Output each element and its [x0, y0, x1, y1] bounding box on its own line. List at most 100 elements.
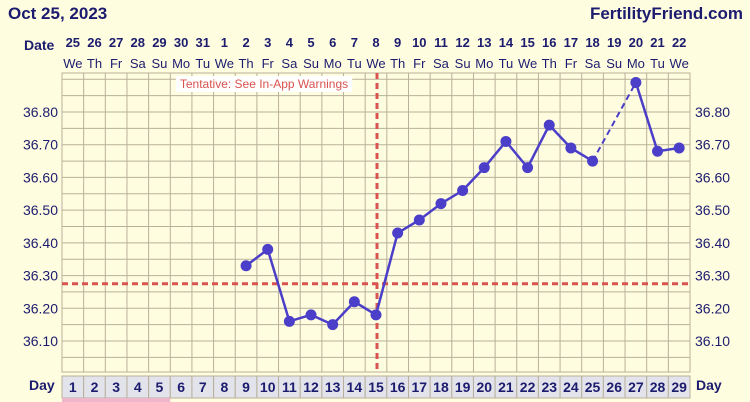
temperature-series	[240, 77, 685, 331]
menstrual-marker	[83, 398, 106, 402]
cycle-day-label: 9	[242, 379, 250, 395]
menstrual-marker	[62, 398, 84, 402]
date-label: 20	[629, 35, 643, 50]
coverline-layer	[62, 73, 690, 372]
weekday-label: Mo	[324, 56, 342, 71]
cycle-day-label: 13	[325, 379, 341, 395]
weekday-label: Sa	[585, 56, 602, 71]
date-label: 26	[87, 35, 101, 50]
cycle-day-label: 26	[606, 379, 622, 395]
cycle-day-cell	[667, 375, 691, 399]
cycle-day-label: 15	[368, 379, 384, 395]
date-label: 13	[477, 35, 491, 50]
date-label: 1	[221, 35, 228, 50]
weekday-label: Su	[455, 56, 471, 71]
weekday-label: Mo	[172, 56, 190, 71]
weekday-label: Fr	[413, 56, 426, 71]
date-label: 15	[520, 35, 534, 50]
weekday-label: Sa	[281, 56, 298, 71]
weekday-label: Su	[151, 56, 167, 71]
cycle-day-label: 11	[282, 379, 297, 395]
tentative-warning: Tentative: See In-App Warnings	[180, 77, 348, 91]
y-tick-label-left: 36.40	[23, 235, 58, 251]
date-label: 9	[394, 35, 401, 50]
weekday-label: Su	[303, 56, 319, 71]
cycle-day-label: 21	[498, 379, 514, 395]
y-tick-label-right: 36.20	[695, 300, 730, 316]
temperature-point	[240, 260, 252, 272]
date-label: 22	[672, 35, 686, 50]
weekday-label: We	[670, 56, 689, 71]
weekday-label: Tu	[499, 56, 514, 71]
date-label: 31	[196, 35, 210, 50]
date-label: 7	[351, 35, 358, 50]
date-label: 16	[542, 35, 556, 50]
cycle-day-label: 3	[112, 379, 120, 395]
y-tick-label-right: 36.70	[695, 137, 730, 153]
cycle-day-label: 27	[628, 379, 644, 395]
weekday-label: Su	[606, 56, 622, 71]
cycle-day-label: 29	[671, 379, 687, 395]
cycle-day-label: 1	[69, 379, 77, 395]
weekday-label: Th	[390, 56, 405, 71]
cycle-day-label: 5	[156, 379, 164, 395]
weekday-label: Fr	[565, 56, 578, 71]
temperature-point	[673, 142, 685, 154]
cycle-day-label: 22	[520, 379, 536, 395]
date-label: 25	[66, 35, 80, 50]
temperature-point	[522, 162, 534, 174]
menstrual-marker	[126, 398, 149, 402]
temperature-point	[543, 119, 555, 131]
cycle-day-label: 2	[91, 379, 99, 395]
weekday-label: Fr	[110, 56, 123, 71]
weekday-label: We	[215, 56, 234, 71]
day-row-label-left: Day	[29, 377, 55, 393]
y-tick-label-right: 36.80	[695, 104, 730, 120]
date-label: 12	[455, 35, 469, 50]
cycle-day-label: 7	[199, 379, 207, 395]
y-tick-label-left: 36.30	[23, 268, 58, 284]
date-label: 18	[585, 35, 599, 50]
temperature-point	[500, 135, 512, 147]
date-label: 2	[242, 35, 249, 50]
cycle-day-label: 19	[455, 379, 471, 395]
cycle-day-label: 14	[347, 379, 363, 395]
temperature-point	[478, 162, 490, 174]
temperature-point	[392, 227, 404, 239]
axis-labels: 36.10 36.10 36.20 36.20 36.30 36.30 36.40 36.40…	[23, 35, 730, 395]
weekday-label: Sa	[130, 56, 147, 71]
y-tick-label-left: 36.80	[23, 104, 58, 120]
temperature-point	[435, 198, 447, 210]
date-label: 14	[499, 35, 514, 50]
weekday-label: Mo	[627, 56, 645, 71]
cycle-day-label: 10	[260, 379, 276, 395]
cycle-day-label: 17	[412, 379, 428, 395]
cycle-day-label: 28	[650, 379, 666, 395]
weekday-label: Fr	[262, 56, 275, 71]
date-label: 6	[329, 35, 336, 50]
brand-name[interactable]: FertilityFriend.com	[590, 4, 743, 23]
y-tick-label-left: 36.10	[23, 333, 58, 349]
menstrual-marker	[105, 398, 127, 402]
date-label: 11	[434, 35, 448, 50]
weekday-label: Tu	[347, 56, 362, 71]
date-label: 29	[152, 35, 166, 50]
temperature-point	[652, 145, 664, 157]
cycle-day-label: 20	[476, 379, 492, 395]
y-tick-label-left: 36.70	[23, 137, 58, 153]
date-label: 4	[286, 35, 294, 50]
y-tick-label-left: 36.20	[23, 300, 58, 316]
temperature-point	[262, 243, 274, 255]
date-label: 8	[372, 35, 379, 50]
date-label: 10	[412, 35, 426, 50]
date-label: 27	[109, 35, 123, 50]
y-tick-label-left: 36.50	[23, 202, 58, 218]
y-tick-label-right: 36.60	[695, 169, 730, 185]
chart-date: Oct 25, 2023	[8, 4, 107, 23]
date-label: 19	[607, 35, 621, 50]
weekday-label: Th	[87, 56, 102, 71]
temperature-point	[630, 77, 642, 89]
temperature-point	[327, 319, 339, 331]
warning-background	[175, 76, 353, 92]
date-label: 21	[650, 35, 664, 50]
